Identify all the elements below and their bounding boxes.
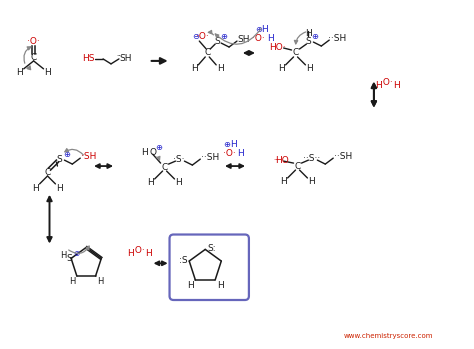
Text: ·S·: ·S·	[173, 155, 184, 164]
Text: H: H	[308, 177, 315, 186]
Text: H: H	[60, 251, 66, 260]
Text: H: H	[261, 25, 268, 34]
Text: H: H	[141, 148, 148, 157]
Text: C: C	[162, 163, 168, 172]
Text: ⊕: ⊕	[255, 25, 262, 34]
Text: HS: HS	[82, 54, 94, 64]
Text: ·O·: ·O·	[381, 78, 393, 87]
Text: ⊕: ⊕	[73, 249, 79, 258]
Text: ··SH: ··SH	[328, 34, 346, 43]
Text: H: H	[306, 64, 313, 73]
Text: ·O·: ·O·	[196, 32, 209, 40]
Text: HO·: HO·	[269, 43, 286, 52]
Text: ⊕: ⊕	[63, 150, 70, 159]
Text: H: H	[393, 81, 400, 90]
Text: H: H	[44, 68, 51, 77]
Text: ·O·: ·O·	[132, 246, 145, 255]
Text: C: C	[45, 168, 51, 177]
Text: H: H	[191, 64, 198, 73]
Text: ⊖: ⊖	[192, 32, 199, 40]
Text: ·O·: ·O·	[223, 149, 236, 158]
Text: H: H	[375, 81, 382, 90]
Text: S: S	[66, 254, 72, 263]
Text: H: H	[69, 277, 75, 285]
Text: H: H	[305, 29, 312, 38]
Text: H: H	[217, 281, 224, 290]
Text: H: H	[147, 178, 154, 187]
Text: H: H	[187, 281, 194, 290]
Text: :S: :S	[179, 255, 188, 265]
Text: H: H	[217, 64, 224, 73]
Text: ··: ··	[117, 53, 121, 59]
Text: H: H	[237, 149, 244, 158]
Text: H: H	[97, 277, 104, 285]
Text: www.chemistryscore.com: www.chemistryscore.com	[344, 333, 434, 339]
Text: H: H	[230, 140, 237, 149]
Text: H: H	[146, 249, 152, 258]
Text: ⊕: ⊕	[311, 32, 318, 40]
Text: H: H	[128, 249, 134, 258]
Text: H: H	[56, 184, 63, 193]
Text: ⊕: ⊕	[224, 140, 230, 149]
Text: C: C	[292, 49, 299, 58]
Text: C: C	[30, 53, 37, 62]
Text: ··SH: ··SH	[334, 152, 352, 161]
Text: S: S	[306, 37, 311, 46]
Text: S:: S:	[207, 244, 216, 253]
Text: SH: SH	[119, 54, 132, 64]
Text: ·SH: ·SH	[82, 152, 97, 161]
Text: O: O	[149, 148, 156, 157]
Text: HO: HO	[275, 156, 289, 165]
Text: ·O·: ·O·	[27, 37, 40, 46]
Text: H: H	[280, 177, 287, 186]
Text: C: C	[204, 49, 210, 58]
Text: H: H	[17, 68, 23, 77]
Text: ··SH: ··SH	[201, 153, 219, 162]
FancyBboxPatch shape	[170, 235, 249, 300]
Text: C: C	[294, 162, 301, 171]
Text: H: H	[267, 34, 274, 43]
Text: ⊕: ⊕	[155, 143, 162, 152]
Text: S: S	[56, 155, 62, 164]
Text: ·O·: ·O·	[253, 34, 265, 43]
Text: H: H	[278, 64, 285, 73]
Text: H: H	[175, 178, 182, 187]
Text: ⊕: ⊕	[220, 32, 228, 40]
Text: ··S··: ··S··	[303, 154, 320, 163]
Text: H: H	[32, 184, 39, 193]
Text: S: S	[214, 37, 220, 46]
Text: ··: ··	[273, 157, 278, 163]
Text: SH: SH	[237, 35, 250, 44]
